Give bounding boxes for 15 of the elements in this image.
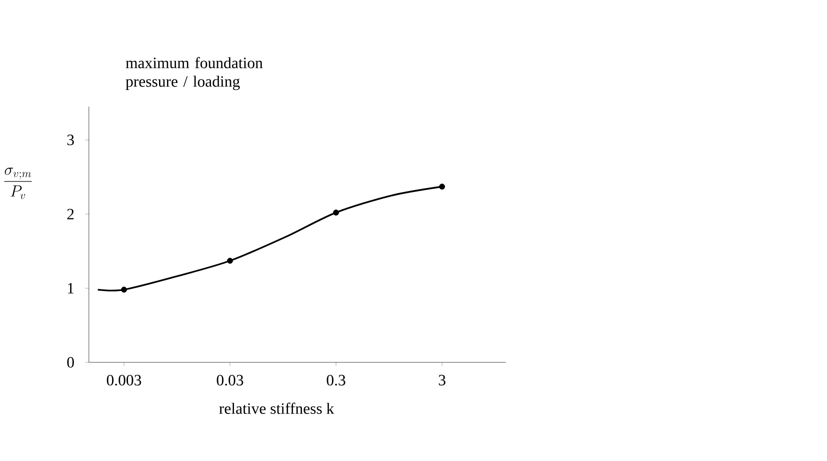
y-tick-label: 2 — [67, 208, 74, 220]
x-tick-label: 0.003 — [106, 374, 142, 386]
point — [439, 183, 446, 190]
y-tick-label: 1 — [68, 282, 74, 294]
x-tick-label: 0.03 — [216, 374, 244, 386]
x-tick-label: 3 — [438, 374, 446, 386]
y-axis-title: $\dfrac{\sigma_{v;m}}{P_v}$ — [4, 167, 32, 199]
point — [121, 286, 127, 292]
x-tick-label: 0.3 — [326, 374, 346, 386]
chart-title: maximum foundation pressure / loading — [126, 56, 263, 90]
point — [227, 258, 233, 264]
y-tick-label: 0 — [67, 356, 74, 368]
point — [333, 209, 339, 216]
x-axis-title: relative stiffness k — [219, 402, 334, 414]
y-tick-label: 3 — [67, 134, 74, 145]
